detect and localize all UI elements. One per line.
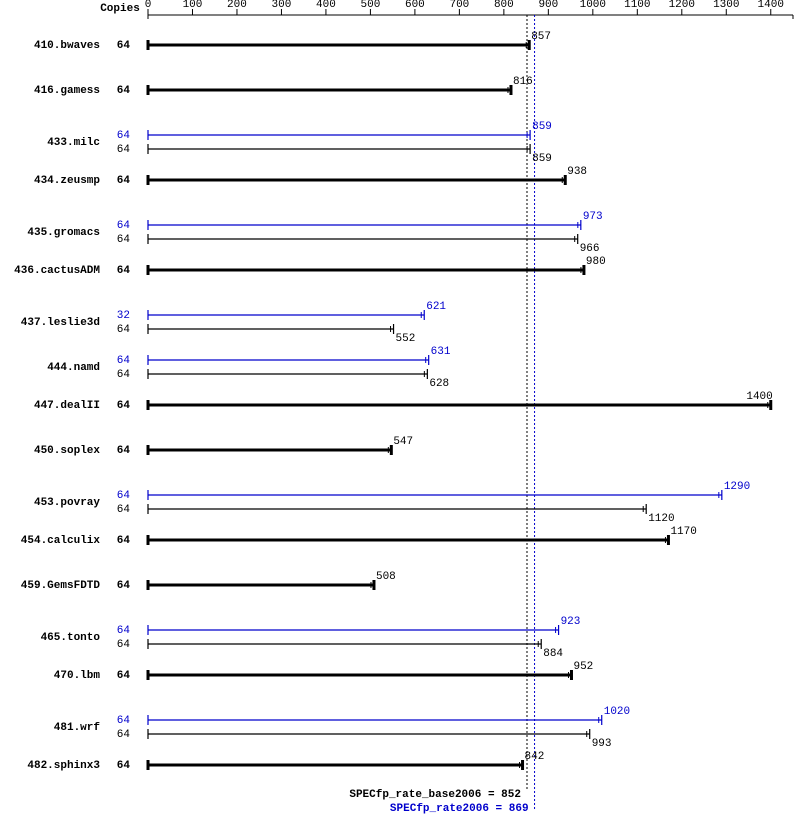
bar-value-label: 966	[580, 243, 600, 255]
benchmark-name: 437.leslie3d	[21, 317, 100, 329]
bar-value-label: 621	[426, 301, 446, 313]
copies-value: 64	[117, 535, 131, 547]
x-tick-label: 800	[494, 0, 514, 11]
benchmark-name: 447.dealII	[34, 400, 100, 412]
benchmark-name: 465.tonto	[41, 632, 101, 644]
copies-value: 64	[117, 175, 131, 187]
copies-value: 64	[117, 760, 131, 772]
x-tick-label: 1100	[624, 0, 650, 11]
copies-value: 64	[117, 369, 131, 381]
bar-value-label: 884	[543, 648, 563, 660]
benchmark-name: 482.sphinx3	[27, 760, 100, 772]
spec-chart: 0 100 200 300 400 500 600 700 800 900 1000 1100 1200…	[0, 0, 799, 831]
bar-value-label: 628	[429, 378, 449, 390]
copies-value: 64	[117, 670, 131, 682]
bar-value-label: 923	[561, 616, 581, 628]
bar-value-label: 1290	[724, 481, 750, 493]
benchmark-name: 410.bwaves	[34, 40, 100, 52]
copies-value: 64	[117, 639, 131, 651]
copies-value: 64	[117, 445, 131, 457]
copies-value: 64	[117, 220, 131, 232]
benchmark-name: 416.gamess	[34, 85, 100, 97]
copies-value: 64	[117, 715, 131, 727]
x-tick-label: 1000	[580, 0, 606, 11]
benchmark-name: 481.wrf	[54, 722, 101, 734]
copies-value: 64	[117, 580, 131, 592]
copies-header: Copies	[100, 3, 140, 15]
benchmark-name: 453.povray	[34, 497, 100, 509]
benchmark-name: 454.calculix	[21, 535, 101, 547]
x-tick-label: 200	[227, 0, 247, 11]
bar-value-label: 1020	[604, 706, 630, 718]
copies-value: 64	[117, 400, 131, 412]
ref-label-peak: SPECfp_rate2006 = 869	[390, 803, 529, 815]
ref-label-base: SPECfp_rate_base2006 = 852	[349, 789, 521, 801]
bar-value-label: 859	[532, 153, 552, 165]
bar-value-label: 552	[396, 333, 416, 345]
bar-value-label: 973	[583, 211, 603, 223]
x-tick-label: 1300	[713, 0, 739, 11]
copies-value: 64	[117, 85, 131, 97]
benchmark-name: 435.gromacs	[27, 227, 100, 239]
copies-value: 64	[117, 729, 131, 741]
bar-value-label: 993	[592, 738, 612, 750]
bar-value-label: 1120	[648, 513, 674, 525]
benchmark-name: 450.soplex	[34, 445, 100, 457]
copies-value: 64	[117, 490, 131, 502]
x-tick-label: 1200	[669, 0, 695, 11]
copies-value: 32	[117, 310, 130, 322]
benchmark-name: 470.lbm	[54, 670, 101, 682]
benchmark-name: 444.namd	[47, 362, 100, 374]
bar-value-label: 859	[532, 121, 552, 133]
x-tick-label: 600	[405, 0, 425, 11]
bar-value-label: 842	[525, 751, 545, 763]
x-tick-label: 100	[183, 0, 203, 11]
copies-value: 64	[117, 130, 131, 142]
copies-value: 64	[117, 40, 131, 52]
copies-value: 64	[117, 625, 131, 637]
benchmark-name: 434.zeusmp	[34, 175, 100, 187]
copies-value: 64	[117, 234, 131, 246]
bar-value-label: 508	[376, 571, 396, 583]
benchmark-name: 459.GemsFDTD	[21, 580, 101, 592]
benchmark-name: 436.cactusADM	[14, 265, 100, 277]
x-tick-label: 700	[449, 0, 469, 11]
copies-value: 64	[117, 504, 131, 516]
x-tick-label: 0	[145, 0, 152, 11]
bar-value-label: 816	[513, 76, 533, 88]
bar-value-label: 1170	[670, 526, 696, 538]
bar-value-label: 857	[531, 31, 551, 43]
bar-value-label: 980	[586, 256, 606, 268]
copies-value: 64	[117, 265, 131, 277]
copies-value: 64	[117, 144, 131, 156]
bar-value-label: 938	[567, 166, 587, 178]
x-tick-label: 300	[272, 0, 292, 11]
x-tick-label: 1400	[758, 0, 784, 11]
bar-value-label: 1400	[746, 391, 772, 403]
bar-value-label: 952	[573, 661, 593, 673]
x-tick-label: 400	[316, 0, 336, 11]
x-tick-label: 900	[538, 0, 558, 11]
x-tick-label: 500	[361, 0, 381, 11]
copies-value: 64	[117, 324, 131, 336]
copies-value: 64	[117, 355, 131, 367]
bar-value-label: 547	[393, 436, 413, 448]
bar-value-label: 631	[431, 346, 451, 358]
benchmark-name: 433.milc	[47, 137, 100, 149]
